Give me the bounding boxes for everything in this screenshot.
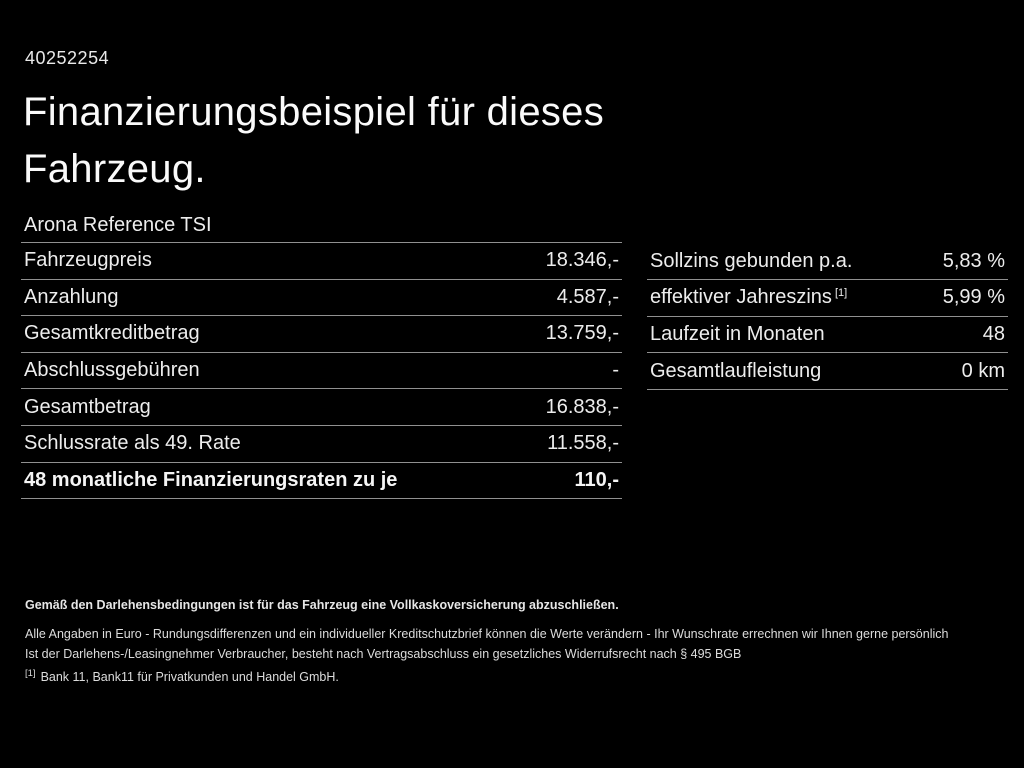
footnote-marker: [1] <box>25 667 36 679</box>
row-label: Schlussrate als 49. Rate <box>24 432 241 455</box>
footnote-ref: [1] <box>834 286 848 299</box>
page-title-line2: Fahrzeug. <box>23 147 206 191</box>
row-value: - <box>612 359 619 382</box>
table-row-abschlussgebuehren: Abschlussgebühren - <box>21 353 622 390</box>
disclaimer-line-3: Ist der Darlehens-/Leasingnehmer Verbrau… <box>25 647 742 661</box>
model-row: Arona Reference TSI <box>21 210 622 243</box>
page-title-line1: Finanzierungsbeispiel für dieses <box>23 90 605 134</box>
row-value: 5,99 % <box>942 286 1005 309</box>
financing-table: Arona Reference TSI Fahrzeugpreis 18.346… <box>21 210 622 500</box>
footnote-text: Bank 11, Bank11 für Privatkunden und Han… <box>40 670 339 684</box>
row-value: 13.759,- <box>545 322 619 345</box>
vehicle-id: 40252254 <box>25 48 110 68</box>
row-value: 48 <box>982 323 1005 346</box>
table-row-gesamtkreditbetrag: Gesamtkreditbetrag 13.759,- <box>21 316 622 353</box>
table-row-sollzins: Sollzins gebunden p.a. 5,83 % <box>647 244 1008 281</box>
row-label: Laufzeit in Monaten <box>650 323 825 346</box>
footnote: [1] Bank 11, Bank11 für Privatkunden und … <box>25 667 1005 684</box>
row-value: 18.346,- <box>545 249 619 272</box>
table-row-gesamtlaufleistung: Gesamtlaufleistung 0 km <box>647 353 1008 390</box>
row-label: Anzahlung <box>24 285 119 308</box>
model-name: Arona Reference TSI <box>24 214 212 236</box>
disclaimer-line-2: Alle Angaben in Euro - Rundungsdifferenz… <box>25 627 949 641</box>
row-value: 110,- <box>574 468 619 491</box>
table-row-schlussrate: Schlussrate als 49. Rate 11.558,- <box>21 426 622 463</box>
page-title: Finanzierungsbeispiel für dieses Fahrzeug… <box>23 84 604 198</box>
row-value: 4.587,- <box>556 285 619 308</box>
table-row-anzahlung: Anzahlung 4.587,- <box>21 280 622 317</box>
row-value: 5,83 % <box>942 249 1005 272</box>
row-label: Gesamtlaufleistung <box>650 359 822 382</box>
row-label: Gesamtbetrag <box>24 395 151 418</box>
monthly-rate-row: 48 monatliche Finanzierungsraten zu je 1… <box>21 463 622 500</box>
table-row-laufzeit: Laufzeit in Monaten 48 <box>647 317 1008 354</box>
conditions-table: Sollzins gebunden p.a. 5,83 % effektiver… <box>647 244 1008 390</box>
table-row-gesamtbetrag: Gesamtbetrag 16.838,- <box>21 389 622 426</box>
footer-disclaimer: Gemäß den Darlehensbedingungen ist für d… <box>25 598 1005 684</box>
row-label: Abschlussgebühren <box>24 359 200 382</box>
disclaimer-bold-line: Gemäß den Darlehensbedingungen ist für d… <box>25 598 619 612</box>
row-label: Gesamtkreditbetrag <box>24 322 200 345</box>
row-label: 48 monatliche Finanzierungsraten zu je <box>24 468 398 491</box>
row-label: Fahrzeugpreis <box>24 249 152 272</box>
row-value: 11.558,- <box>547 432 619 455</box>
row-label: Sollzins gebunden p.a. <box>650 249 853 272</box>
row-label: effektiver Jahreszins [1] <box>650 286 848 309</box>
table-row-effektiver-jahreszins: effektiver Jahreszins [1] 5,99 % <box>647 280 1008 317</box>
row-value: 0 km <box>961 359 1005 382</box>
table-row-fahrzeugpreis: Fahrzeugpreis 18.346,- <box>21 243 622 280</box>
row-value: 16.838,- <box>545 395 619 418</box>
